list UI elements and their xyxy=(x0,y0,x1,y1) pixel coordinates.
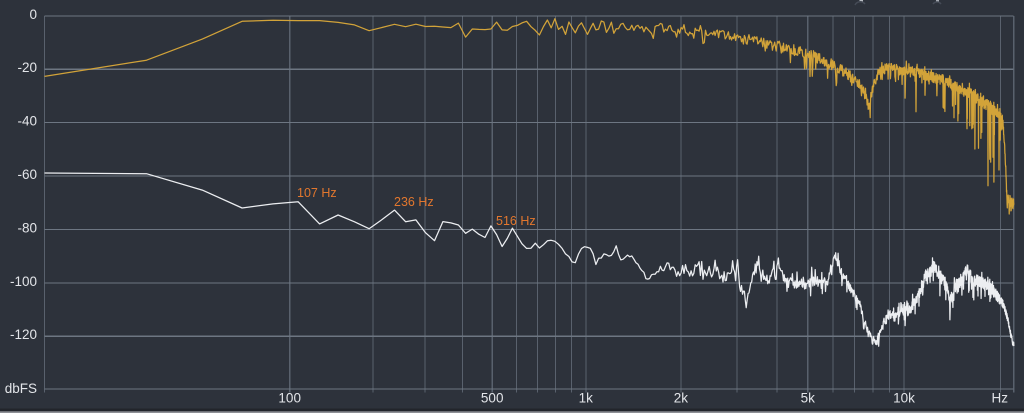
svg-text:10k: 10k xyxy=(893,391,915,406)
svg-text:0: 0 xyxy=(29,7,37,22)
svg-text:5k: 5k xyxy=(801,391,816,406)
svg-text:107 Hz: 107 Hz xyxy=(297,186,337,200)
svg-text:-40: -40 xyxy=(17,114,37,129)
svg-text:Hz: Hz xyxy=(992,391,1009,406)
svg-text:2k: 2k xyxy=(674,391,689,406)
svg-text:-120: -120 xyxy=(10,327,37,342)
svg-text:100: 100 xyxy=(278,391,301,406)
svg-text:-20: -20 xyxy=(17,60,37,75)
svg-text:516 Hz: 516 Hz xyxy=(496,214,536,228)
svg-text:-80: -80 xyxy=(17,220,37,235)
svg-text:-60: -60 xyxy=(17,167,37,182)
svg-text:500: 500 xyxy=(481,391,504,406)
svg-text:1k: 1k xyxy=(579,391,594,406)
svg-text:dbFS: dbFS xyxy=(5,381,37,396)
svg-text:236 Hz: 236 Hz xyxy=(394,195,434,209)
svg-text:-100: -100 xyxy=(10,274,37,289)
